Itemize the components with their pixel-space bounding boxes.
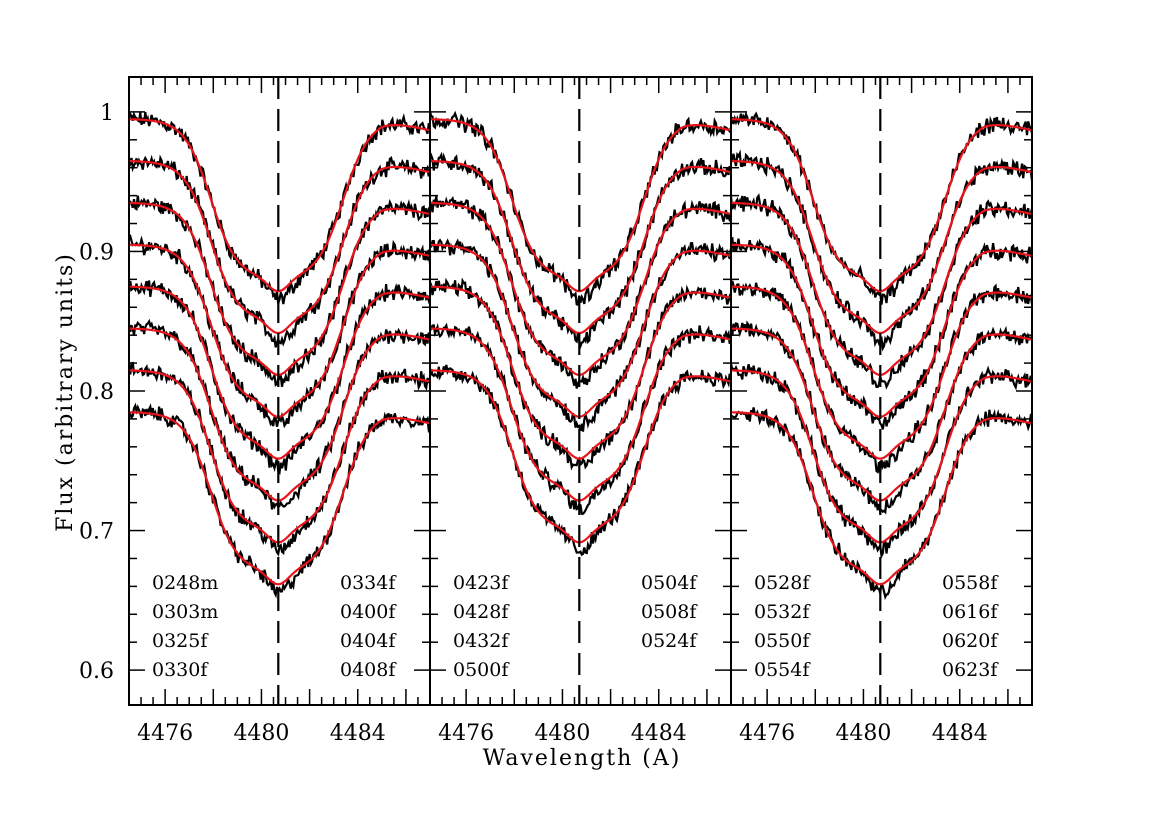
spectrum-label: 0500f — [453, 659, 510, 681]
model-spectrum-line — [731, 285, 1033, 460]
observed-spectrum-line — [729, 320, 1034, 515]
spectrum-label: 0508f — [641, 601, 698, 623]
spectrum-label: 0524f — [641, 630, 698, 652]
x-tick-label: 4484 — [631, 721, 687, 746]
x-tick-label: 4476 — [739, 721, 795, 746]
observed-spectrum-line — [127, 154, 432, 348]
spectrum-label: 0558f — [942, 572, 999, 594]
model-spectrum-line — [129, 118, 431, 293]
observed-spectrum-line — [127, 318, 432, 510]
model-spectrum-line — [129, 369, 431, 544]
model-spectrum-line — [430, 160, 732, 335]
observed-spectrum-line — [428, 277, 732, 471]
spectrum-label: 0428f — [453, 601, 510, 623]
panel-3: 0528f 0532f 0550f 0554f 0558f 0616f 0620f 0623f — [729, 77, 1034, 705]
x-tick-label: 4480 — [835, 721, 891, 746]
observed-spectrum-line — [428, 196, 732, 389]
model-spectrum-line — [128, 201, 431, 377]
x-tick-label: 4476 — [438, 721, 494, 746]
x-axis-title: Wavelength (A) — [483, 746, 682, 771]
panels-group: 0248m 0303m 0325f 0330f 0334f 0400f 0404f 0408f… — [127, 77, 1034, 705]
spectrum-label: 0620f — [942, 630, 999, 652]
spectrum-label: 0423f — [453, 572, 510, 594]
observed-spectrum-line — [428, 151, 733, 350]
observed-spectrum-line — [729, 111, 1034, 305]
spectrum-label: 0404f — [340, 630, 397, 652]
spectrum-label: 0528f — [754, 572, 811, 594]
spectrum-label: 0408f — [340, 659, 397, 681]
observed-spectrum-line — [127, 110, 431, 305]
model-spectrum-line — [731, 243, 1033, 418]
model-spectrum-line — [731, 160, 1033, 335]
observed-spectrum-line — [729, 363, 1034, 560]
model-spectrum-line — [128, 327, 431, 502]
y-tick-label: 0.9 — [79, 240, 114, 265]
x-tick-label: 4484 — [932, 721, 988, 746]
spectrum-label: 0550f — [754, 630, 811, 652]
spectrum-label: 0616f — [942, 601, 999, 623]
observed-spectrum-line — [729, 193, 1034, 390]
model-spectrum-line — [731, 369, 1033, 544]
model-spectrum-line — [731, 118, 1033, 293]
y-tick-label: 0.8 — [79, 380, 114, 405]
model-spectrum-line — [129, 411, 431, 586]
y-tick-label: 1 — [100, 101, 114, 126]
spectrum-label: 0303m — [152, 601, 218, 623]
model-spectrum-line — [129, 285, 431, 460]
observed-spectrum-line — [429, 238, 733, 432]
spectrum-label: 0623f — [942, 659, 999, 681]
observed-spectrum-line — [428, 364, 733, 557]
x-tick-label: 4480 — [233, 721, 289, 746]
spectrum-label: 0330f — [152, 659, 209, 681]
spectrum-label: 0554f — [754, 659, 811, 681]
observed-spectrum-line — [128, 234, 432, 429]
x-tick-label: 4476 — [137, 721, 193, 746]
spectrum-label: 0532f — [754, 601, 811, 623]
model-spectrum-line — [430, 369, 732, 544]
panel-2: 0423f 0428f 0432f 0500f 0504f 0508f 0524f — [428, 77, 733, 705]
model-spectrum-line — [430, 285, 732, 460]
observed-spectrum-line — [127, 279, 432, 475]
model-spectrum-line — [730, 327, 1033, 502]
x-tick-label: 4484 — [330, 721, 386, 746]
y-tick-label: 0.7 — [79, 520, 114, 545]
spectrum-label: 0334f — [340, 572, 397, 594]
model-spectrum-line — [731, 411, 1033, 586]
y-axis-title: Flux (arbitrary units) — [53, 252, 78, 532]
y-tick-label: 0.6 — [79, 659, 114, 684]
model-spectrum-line — [129, 243, 431, 418]
model-spectrum-line — [429, 327, 732, 502]
spectrum-label: 0432f — [453, 630, 510, 652]
spectrum-label: 0504f — [641, 572, 698, 594]
x-tick-label: 4480 — [534, 721, 590, 746]
model-spectrum-line — [430, 243, 732, 418]
spectrum-label: 0400f — [340, 601, 397, 623]
spectrum-label: 0325f — [152, 630, 209, 652]
spectrum-label: 0248m — [152, 572, 218, 594]
model-spectrum-line — [129, 160, 431, 335]
model-spectrum-line — [429, 201, 732, 377]
panel-1: 0248m 0303m 0325f 0330f 0334f 0400f 0404f 0408f — [127, 77, 432, 705]
axes-group: 4476 4480 4484 4476 4480 4484 4476 4480 4484 0.6 0… — [79, 76, 1033, 746]
model-spectrum-line — [430, 118, 732, 293]
model-spectrum-line — [730, 201, 1033, 377]
observed-spectrum-line — [429, 322, 733, 515]
observed-spectrum-line — [730, 407, 1033, 601]
